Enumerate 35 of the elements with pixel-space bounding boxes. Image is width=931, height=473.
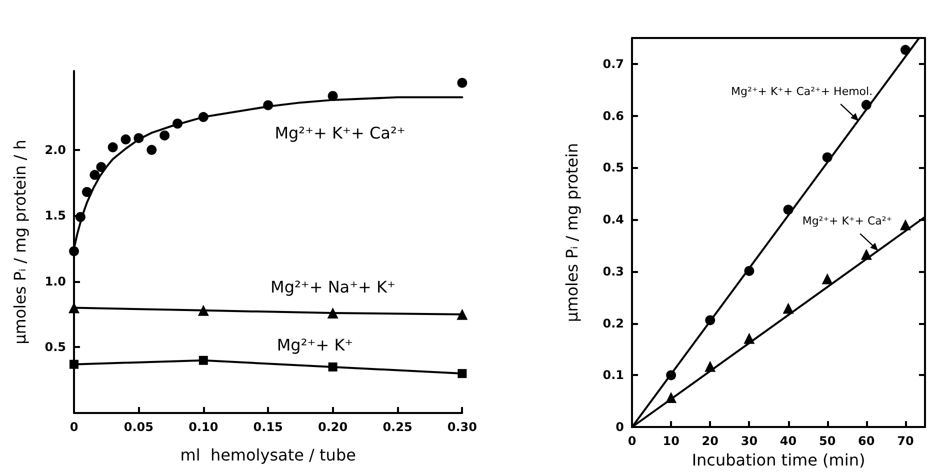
x-tick-label: 0.30 xyxy=(447,420,477,434)
x-tick-label: 0 xyxy=(628,434,636,448)
x-tick-label: 0 xyxy=(70,420,78,434)
y-tick-label: 2.0 xyxy=(44,142,66,157)
y-tick-label: 0.7 xyxy=(602,56,624,71)
annotation: Mg²⁺+ K⁺+ Ca²⁺ xyxy=(802,214,892,228)
x-tick-label: 0.25 xyxy=(382,420,412,434)
y-axis-title: μmoles Pᵢ / mg protein xyxy=(562,143,582,322)
y-tick-label: 0.5 xyxy=(44,340,66,354)
x-tick-label: 20 xyxy=(702,434,718,448)
x-tick-label: 60 xyxy=(858,434,875,448)
x-tick-label: 40 xyxy=(780,434,797,448)
y-axis-title: μmoles Pᵢ / mg protein / h xyxy=(10,140,30,344)
x-axis-title: Incubation time (min) xyxy=(692,450,866,470)
annotation: Mg²⁺+ K⁺+ Ca²⁺ xyxy=(274,124,406,142)
x-tick-label: 10 xyxy=(662,434,680,448)
x-tick-label: 70 xyxy=(897,434,914,448)
y-tick-label: 0.3 xyxy=(602,264,624,278)
y-tick-label: 1.0 xyxy=(44,274,66,288)
annotation: Mg²⁺+ K⁺+ Ca²⁺+ Hemol. xyxy=(731,85,873,98)
y-tick-label: 0.4 xyxy=(602,212,624,227)
x-tick-label: 30 xyxy=(740,434,758,448)
x-tick-label: 0.15 xyxy=(253,420,283,434)
annotation: Mg²⁺+ Na⁺+ K⁺ xyxy=(270,278,396,296)
y-tick-label: 0.1 xyxy=(602,368,624,382)
x-tick-label: 0.05 xyxy=(124,420,154,434)
y-tick-label: 0.5 xyxy=(602,160,624,175)
x-axis-title: ml hemolysate / tube xyxy=(180,446,356,464)
x-tick-label: 50 xyxy=(818,434,836,448)
x-tick-label: 0.10 xyxy=(188,420,218,434)
y-tick-label: 0.2 xyxy=(602,316,624,330)
annotation: Mg²⁺+ K⁺ xyxy=(276,336,354,354)
y-tick-label: 0.6 xyxy=(602,108,624,123)
y-tick-label: 1.5 xyxy=(44,208,66,223)
x-tick-label: 0.20 xyxy=(318,420,348,434)
